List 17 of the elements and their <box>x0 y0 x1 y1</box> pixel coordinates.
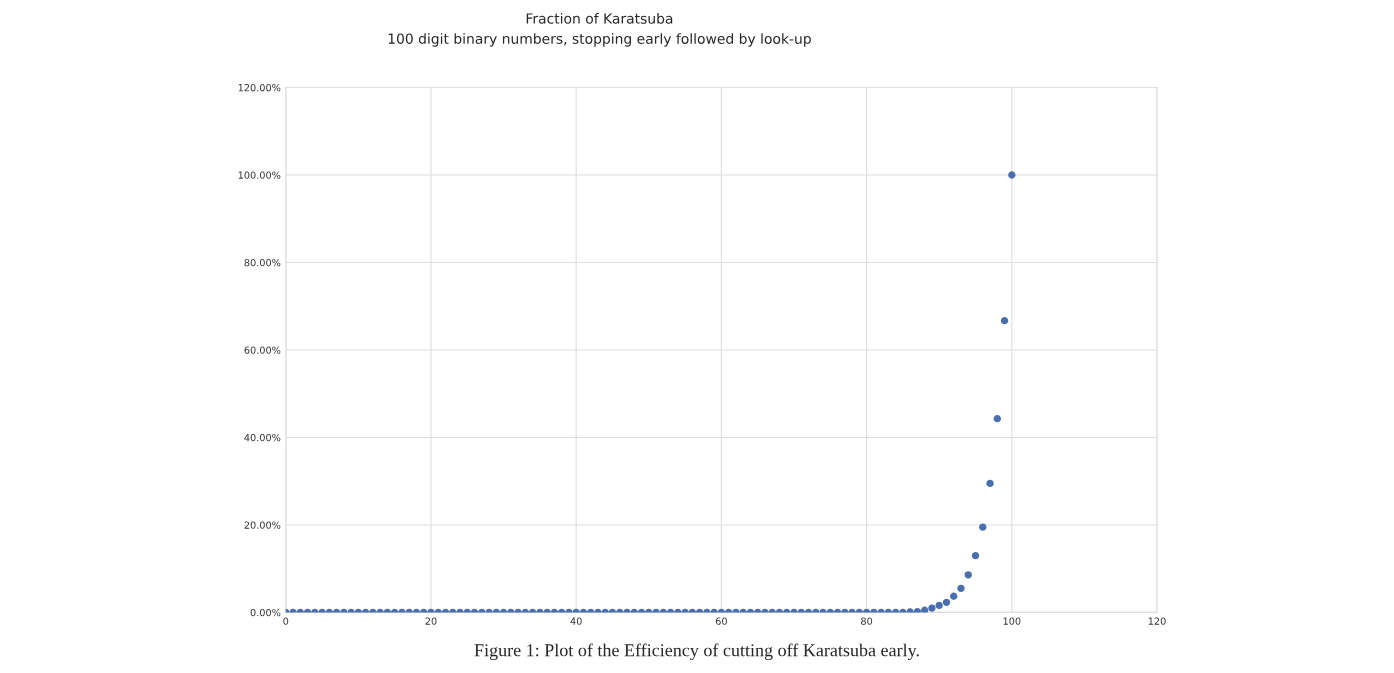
x-tick-label: 120 <box>1148 617 1166 625</box>
y-tick-label: 60.00% <box>244 346 281 354</box>
x-tick-label: 60 <box>715 617 727 625</box>
x-tick-label: 40 <box>570 617 582 625</box>
x-tick-label: 0 <box>283 617 289 625</box>
x-tick-label: 20 <box>425 617 437 625</box>
y-tick-label: 40.00% <box>244 433 281 442</box>
y-tick-label: 20.00% <box>244 521 281 529</box>
y-tick-label: 0.00% <box>250 608 281 617</box>
x-tick-label: 100 <box>1003 617 1021 625</box>
y-tick-label: 80.00% <box>244 258 281 267</box>
y-tick-label: 100.00% <box>238 171 281 179</box>
chart-subtitle: 100 digit binary numbers, stopping early followed by look-up <box>388 33 811 47</box>
x-tick-label: 80 <box>861 617 873 625</box>
caption: Figure 1: Plot of the Efficiency of cutting off Karatsuba early. <box>474 643 919 661</box>
y-tick-label: 120.00% <box>238 83 281 92</box>
chart-title: Fraction of Karatsuba <box>526 13 673 24</box>
